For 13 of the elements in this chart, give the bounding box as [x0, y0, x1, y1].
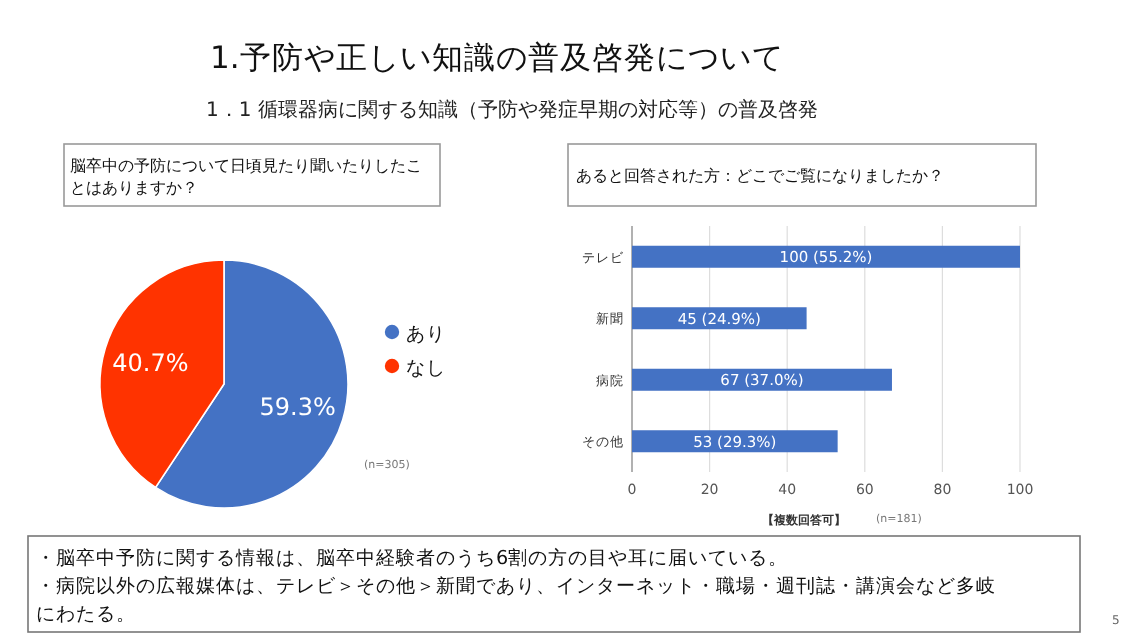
chart-title: 脳卒中の予防について日頃見たり聞いたりしたことはありますか？ [70, 157, 422, 197]
bar [632, 430, 838, 453]
legend-label: あり [406, 324, 446, 346]
text: ・病院以外の広報媒体は、テレビ＞その他＞新聞であり、インターネット・職場・週刊誌・講演会など多岐にわたる。 [36, 574, 996, 626]
data-label: 59.3% [259, 393, 336, 422]
legend-label: なし [406, 358, 446, 380]
text: 1．1 循環器病に関する知識（予防や発症早期の対応等）の普及啓発 [206, 98, 818, 122]
bar [632, 245, 1020, 268]
text: 1.予防や正しい知識の普及啓発について [210, 40, 784, 76]
bar [632, 368, 892, 391]
data-label: 40.7% [112, 348, 189, 377]
text: ・脳卒中予防に関する情報は、脳卒中経験者のうち6割の方の目や耳に届いている。 [36, 546, 789, 570]
chart-title: あると回答された方：どこでご覧になりましたか？ [576, 167, 944, 185]
